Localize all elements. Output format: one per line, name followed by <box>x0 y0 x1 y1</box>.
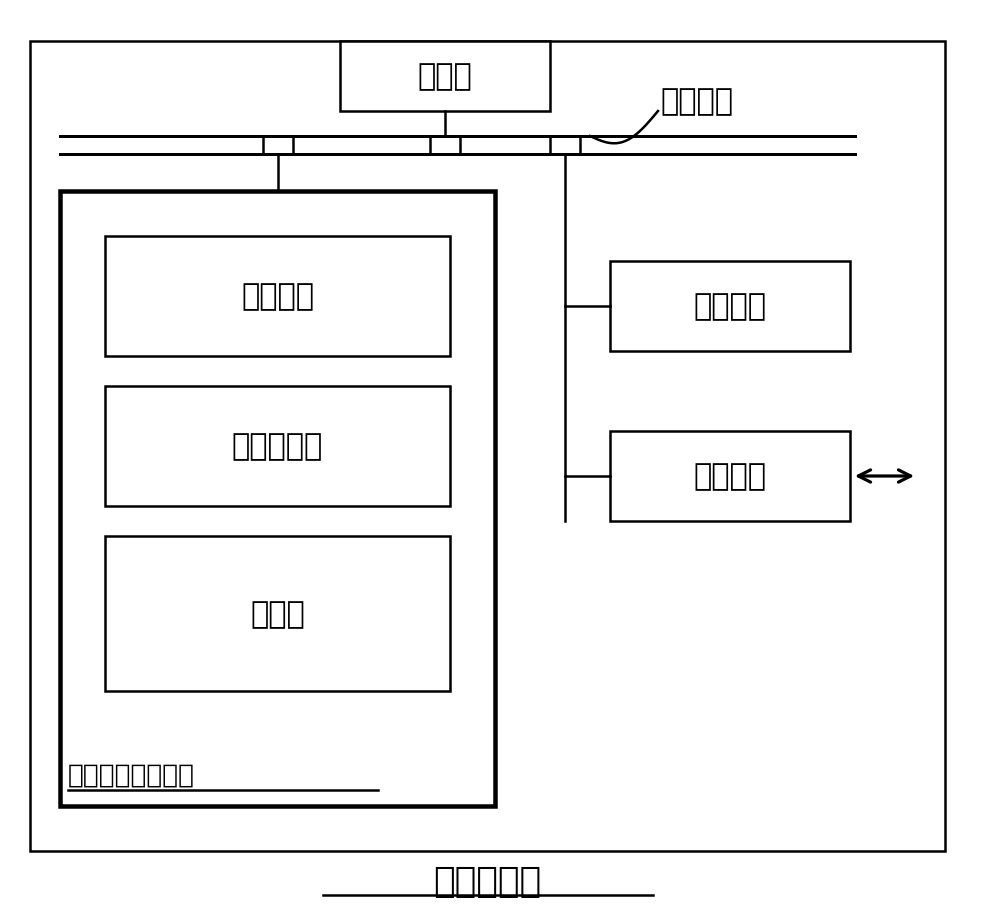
Text: 计算机程序: 计算机程序 <box>231 432 323 461</box>
Text: 操作系统: 操作系统 <box>241 282 314 312</box>
Bar <box>340 42 550 112</box>
Text: 非易失性存储介质: 非易失性存储介质 <box>68 763 195 788</box>
Text: 系统总线: 系统总线 <box>660 87 733 117</box>
Bar <box>610 261 850 352</box>
Bar <box>105 386 450 507</box>
Text: 数据库: 数据库 <box>250 599 305 629</box>
Text: 内存储器: 内存储器 <box>693 292 766 322</box>
Text: 计算机设备: 计算机设备 <box>433 864 542 898</box>
Bar <box>610 432 850 521</box>
Bar <box>30 42 945 851</box>
Text: 网络接口: 网络接口 <box>693 462 766 491</box>
Bar <box>60 192 495 806</box>
Bar <box>105 237 450 356</box>
Bar <box>105 537 450 691</box>
Text: 处理器: 处理器 <box>418 63 473 91</box>
